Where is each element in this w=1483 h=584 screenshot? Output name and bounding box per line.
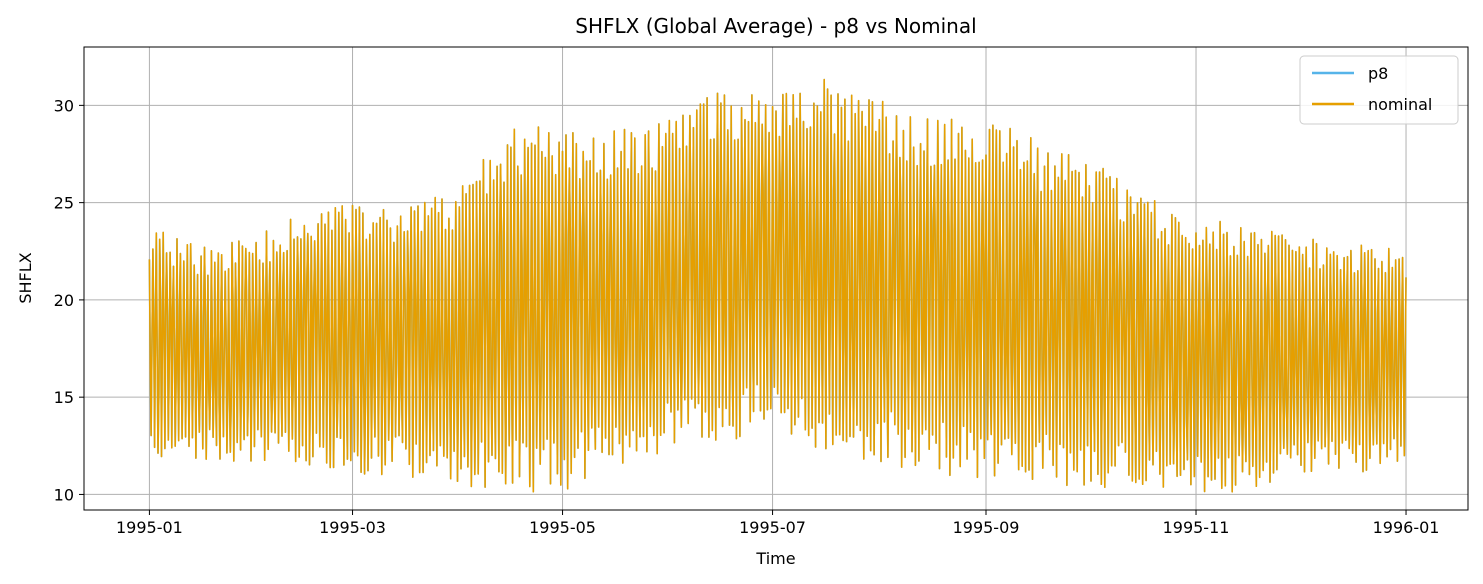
x-tick-label: 1995-03 (319, 518, 386, 537)
y-tick-label: 20 (54, 291, 74, 310)
legend-label-p8: p8 (1368, 64, 1388, 83)
y-axis-label: SHFLX (16, 252, 35, 303)
y-tick-label: 15 (54, 388, 74, 407)
y-tick-label: 25 (54, 194, 74, 213)
plot-frame (83, 46, 1469, 511)
y-tick-label: 10 (54, 485, 74, 504)
y-tick-label: 30 (54, 96, 74, 115)
legend: p8 nominal (1299, 55, 1459, 125)
x-tick-label: 1995-05 (529, 518, 596, 537)
x-axis: 1995-01 1995-03 1995-05 1995-07 1995-09 1995-… (116, 510, 1439, 537)
legend-label-nominal: nominal (1368, 95, 1432, 114)
x-tick-label: 1995-09 (953, 518, 1020, 537)
x-tick-label: 1996-01 (1373, 518, 1440, 537)
chart-title: SHFLX (Global Average) - p8 vs Nominal (575, 14, 976, 38)
x-axis-label: Time (755, 549, 795, 568)
series-line-nominal (148, 78, 1407, 493)
y-axis: 10 15 20 25 30 (54, 96, 84, 504)
x-tick-label: 1995-01 (116, 518, 183, 537)
x-tick-label: 1995-11 (1163, 518, 1230, 537)
series-area (148, 78, 1407, 493)
x-tick-label: 1995-07 (739, 518, 806, 537)
